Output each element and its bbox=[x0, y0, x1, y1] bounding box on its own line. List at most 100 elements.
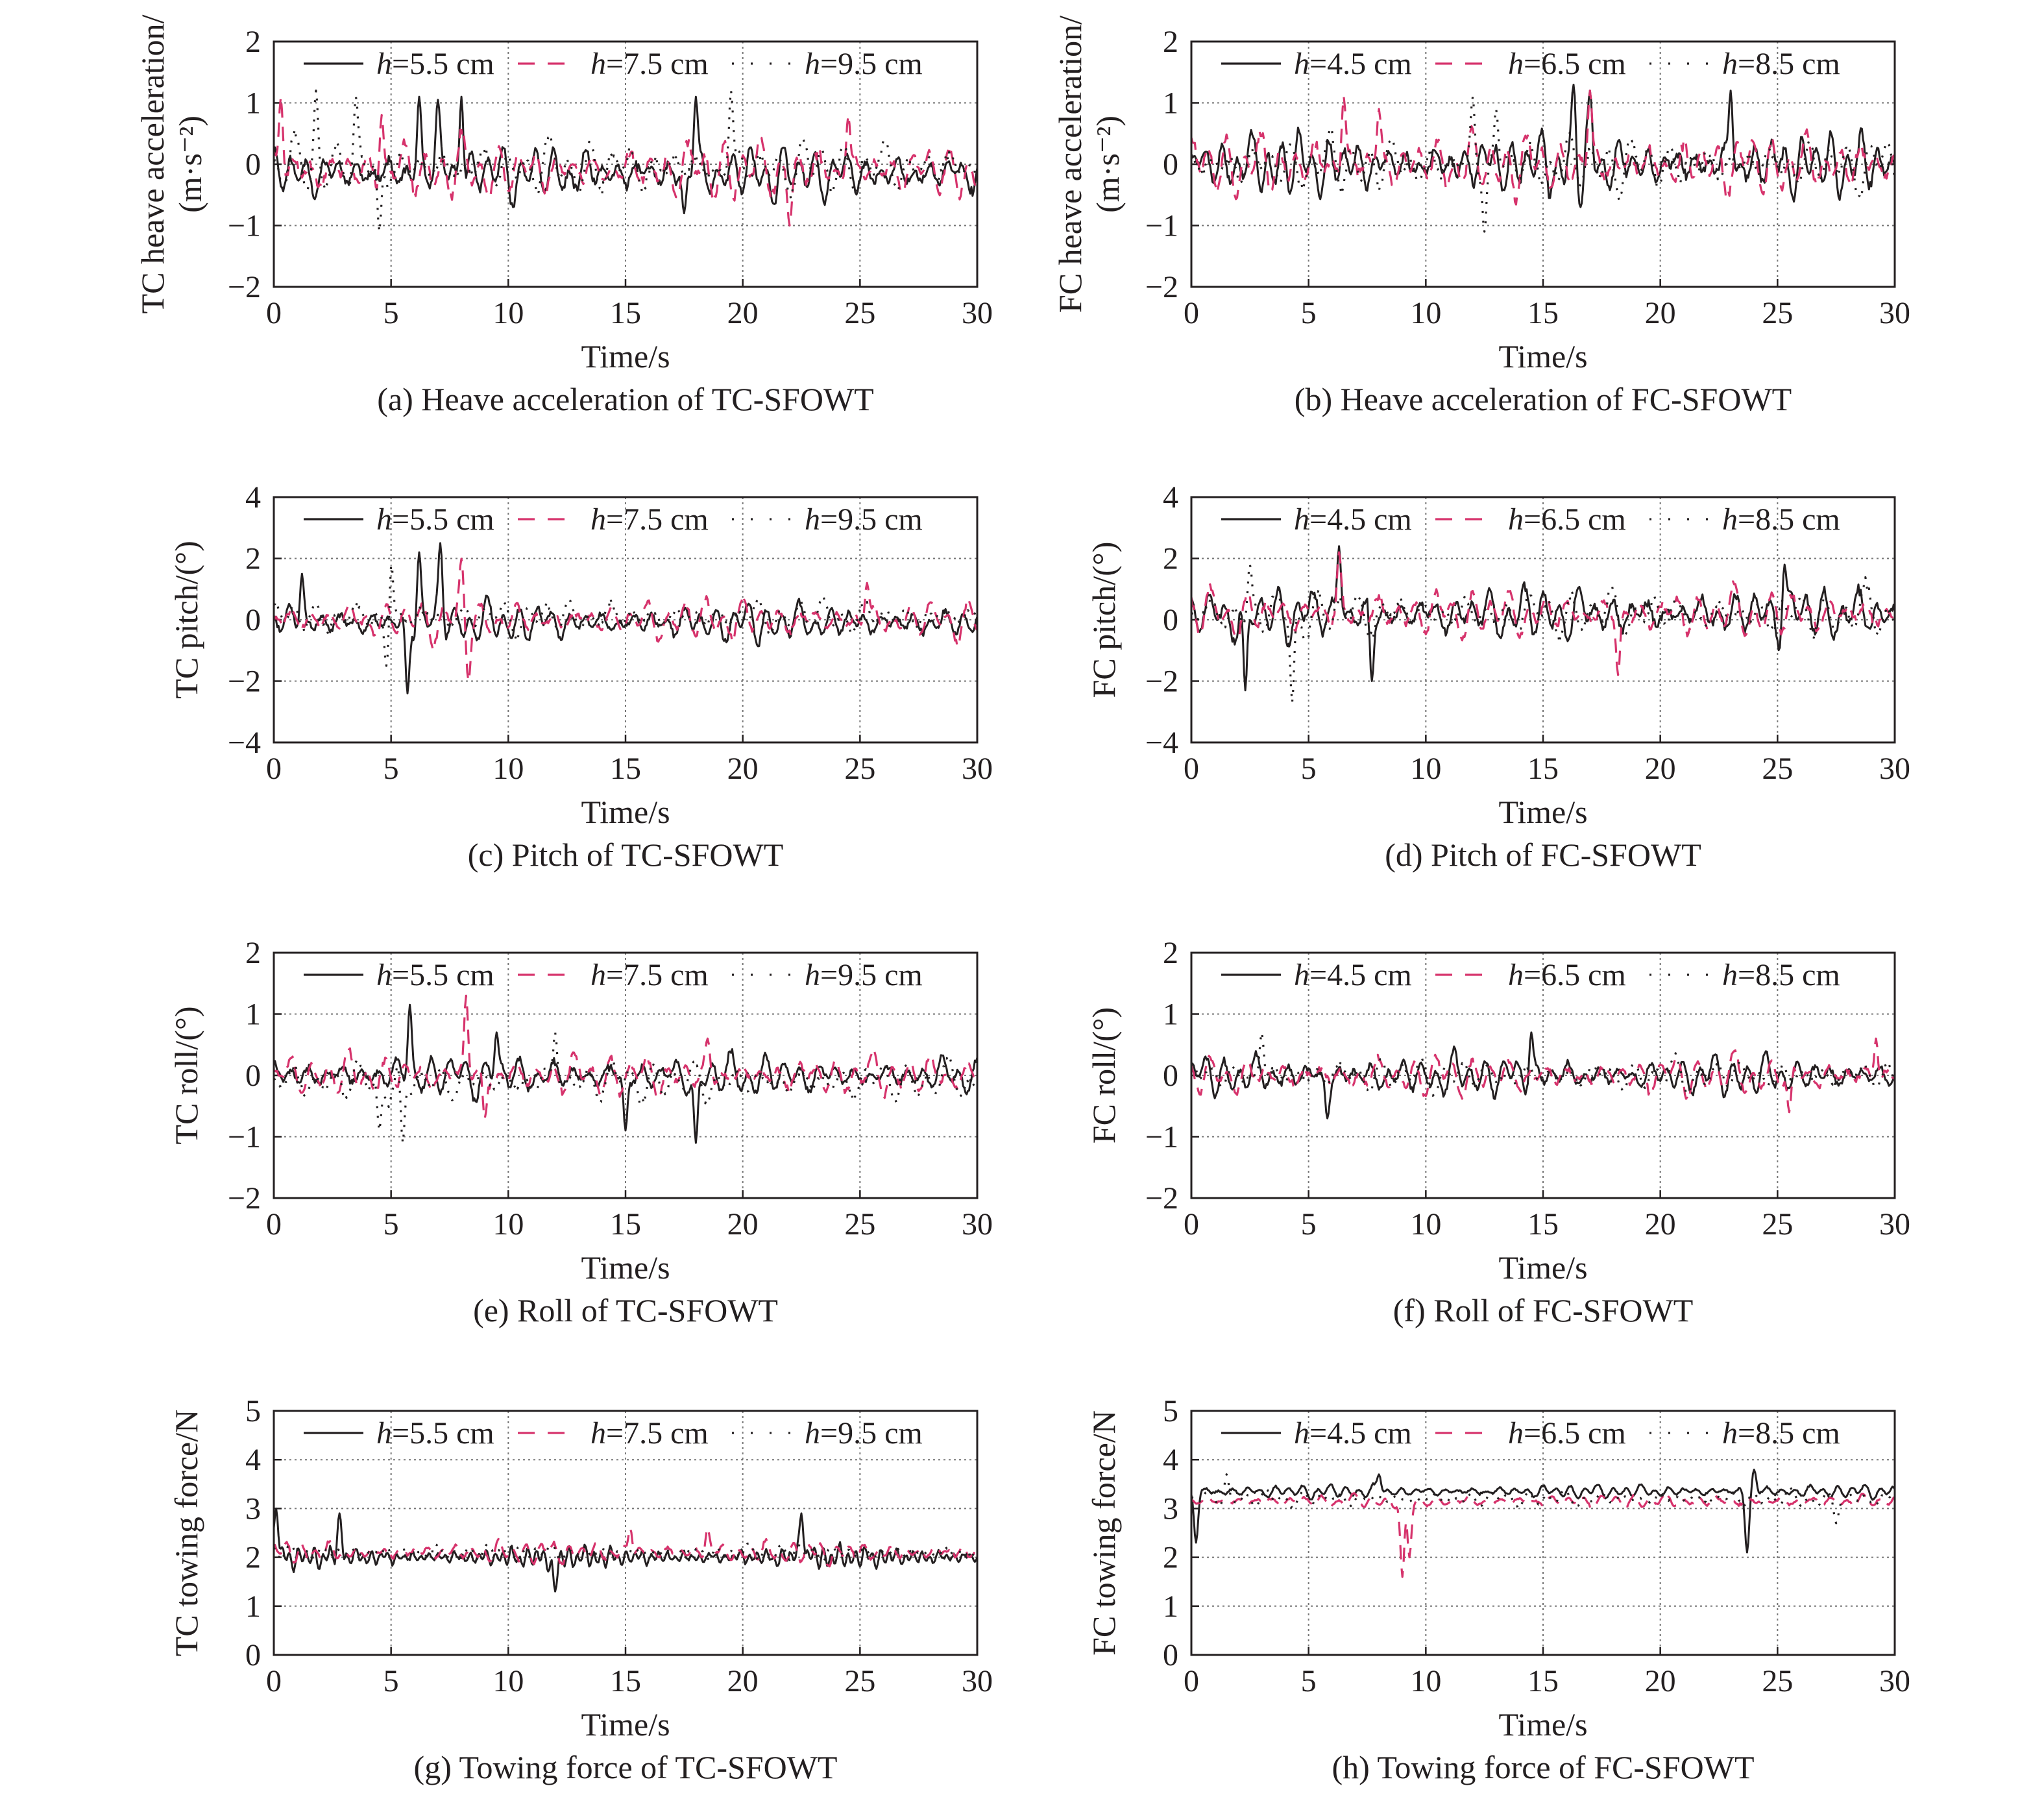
y-tick-label: 5 bbox=[245, 1394, 261, 1428]
y-tick-label: 0 bbox=[1163, 147, 1178, 182]
y-axis-label: FC pitch/(°) bbox=[1086, 542, 1122, 698]
x-tick-label: 30 bbox=[962, 296, 993, 330]
chart-panel-6: 0 5 10 15 20 25 30 −2 −1 0 1 2 h=4.5 cm h=6.5 cm h=8.5… bbox=[1086, 936, 1910, 1328]
x-axis-label: Time/s bbox=[581, 1706, 670, 1743]
series-line-2 bbox=[274, 557, 977, 683]
series-line-1 bbox=[274, 542, 977, 694]
y-tick-label: −2 bbox=[228, 270, 261, 304]
chart-panel-7: 0 5 10 15 20 25 30 0 1 2 3 4 5 h=5.5 cm h=7.5 cm h=9.5 … bbox=[168, 1394, 993, 1785]
x-tick-label: 0 bbox=[266, 1664, 282, 1698]
chart-panel-5: 0 5 10 15 20 25 30 −2 −1 0 1 2 h=5.5 cm h=7.5 cm h=9.5… bbox=[168, 936, 993, 1328]
x-tick-label: 0 bbox=[266, 1207, 282, 1242]
x-tick-label: 0 bbox=[1184, 1207, 1199, 1242]
legend-label: h=4.5 cm bbox=[1294, 958, 1412, 992]
series-line-2 bbox=[1191, 551, 1895, 676]
x-tick-label: 25 bbox=[844, 1664, 875, 1698]
x-tick-label: 25 bbox=[844, 1207, 875, 1242]
x-tick-label: 30 bbox=[1879, 1207, 1910, 1242]
x-tick-label: 15 bbox=[1527, 1664, 1559, 1698]
x-axis-label: Time/s bbox=[581, 1249, 670, 1286]
x-axis-label: Time/s bbox=[581, 338, 670, 374]
y-axis-label: TC heave acceleration/ bbox=[134, 14, 171, 313]
y-tick-label: −2 bbox=[1145, 270, 1178, 304]
y-axis-label: FC roll/(°) bbox=[1086, 1007, 1122, 1144]
x-tick-label: 30 bbox=[962, 752, 993, 786]
y-tick-label: 2 bbox=[1163, 542, 1178, 576]
x-tick-label: 15 bbox=[610, 1207, 641, 1242]
y-tick-label: 1 bbox=[1163, 1589, 1178, 1624]
legend-label: h=5.5 cm bbox=[376, 958, 494, 992]
series-line-3 bbox=[1191, 95, 1895, 233]
panel-caption: (c) Pitch of TC-SFOWT bbox=[468, 837, 784, 873]
y-tick-label: −4 bbox=[1145, 726, 1178, 760]
x-tick-label: 5 bbox=[1301, 296, 1317, 330]
x-tick-label: 15 bbox=[610, 296, 641, 330]
x-tick-label: 0 bbox=[266, 296, 282, 330]
series-line-2 bbox=[1191, 1491, 1895, 1578]
y-axis-unit: (m·s⁻²) bbox=[1089, 116, 1126, 213]
y-axis-unit: (m·s⁻²) bbox=[172, 116, 208, 213]
x-tick-label: 20 bbox=[727, 1664, 759, 1698]
series-line-2 bbox=[274, 1526, 977, 1568]
plot-frame bbox=[1190, 1410, 1896, 1656]
x-tick-label: 15 bbox=[610, 752, 641, 786]
x-tick-label: 25 bbox=[1762, 752, 1793, 786]
x-tick-label: 20 bbox=[1645, 296, 1676, 330]
x-axis-label: Time/s bbox=[1498, 338, 1587, 374]
chart-panel-2: 0 5 10 15 20 25 30 −2 −1 0 1 2 h=4.5 cm h=6.5 cm h=8.5… bbox=[1052, 16, 1910, 417]
legend-label: h=4.5 cm bbox=[1294, 1416, 1412, 1450]
x-tick-label: 20 bbox=[727, 296, 759, 330]
x-axis-label: Time/s bbox=[1498, 1249, 1587, 1286]
y-tick-label: 0 bbox=[245, 603, 261, 637]
x-tick-label: 10 bbox=[493, 1207, 524, 1242]
legend-label: h=6.5 cm bbox=[1508, 502, 1626, 537]
y-tick-label: −2 bbox=[1145, 665, 1178, 699]
legend-label: h=9.5 cm bbox=[805, 502, 923, 537]
legend-label: h=6.5 cm bbox=[1508, 1416, 1626, 1450]
y-tick-label: 4 bbox=[245, 480, 261, 515]
legend-label: h=9.5 cm bbox=[805, 958, 923, 992]
legend-label: h=7.5 cm bbox=[590, 1416, 709, 1450]
y-tick-label: 3 bbox=[245, 1491, 261, 1526]
x-tick-label: 30 bbox=[1879, 296, 1910, 330]
x-tick-label: 0 bbox=[1184, 752, 1199, 786]
x-tick-label: 5 bbox=[1301, 752, 1317, 786]
chart-panel-8: 0 5 10 15 20 25 30 0 1 2 3 4 5 h=4.5 cm h=6.5 cm h=8.5 … bbox=[1086, 1394, 1910, 1785]
legend-label: h=4.5 cm bbox=[1294, 502, 1412, 537]
plot-frame bbox=[273, 951, 979, 1199]
y-tick-label: −1 bbox=[228, 209, 261, 243]
x-tick-label: 20 bbox=[727, 1207, 759, 1242]
legend-label: h=8.5 cm bbox=[1722, 502, 1840, 537]
y-tick-label: 2 bbox=[245, 936, 261, 970]
x-tick-label: 10 bbox=[493, 296, 524, 330]
y-tick-label: 4 bbox=[245, 1443, 261, 1477]
x-tick-label: 15 bbox=[1527, 296, 1559, 330]
y-tick-label: 1 bbox=[245, 1589, 261, 1624]
series-line-2 bbox=[274, 95, 977, 227]
x-tick-label: 30 bbox=[1879, 1664, 1910, 1698]
plot-frame bbox=[273, 40, 979, 288]
x-tick-label: 20 bbox=[1645, 1207, 1676, 1242]
x-tick-label: 5 bbox=[383, 1664, 399, 1698]
x-tick-label: 25 bbox=[1762, 1207, 1793, 1242]
y-tick-label: 5 bbox=[1163, 1394, 1178, 1428]
chart-panel-3: 0 5 10 15 20 25 30 −4 −2 0 2 4 h=5.5 cm h=7.5 cm h=9.5… bbox=[168, 480, 993, 873]
legend-label: h=5.5 cm bbox=[376, 47, 494, 81]
x-tick-label: 30 bbox=[962, 1207, 993, 1242]
y-tick-label: 4 bbox=[1163, 1443, 1178, 1477]
y-axis-label: TC pitch/(°) bbox=[168, 541, 204, 699]
y-tick-label: 0 bbox=[1163, 603, 1178, 637]
y-axis-label: FC towing force/N bbox=[1086, 1410, 1122, 1656]
y-tick-label: −2 bbox=[228, 665, 261, 699]
x-tick-label: 20 bbox=[727, 752, 759, 786]
x-tick-label: 10 bbox=[493, 1664, 524, 1698]
plot-frame bbox=[1190, 496, 1896, 744]
y-axis-label: FC heave acceleration/ bbox=[1052, 16, 1088, 313]
y-tick-label: 3 bbox=[1163, 1491, 1178, 1526]
legend-label: h=8.5 cm bbox=[1722, 1416, 1840, 1450]
y-tick-label: 2 bbox=[1163, 1541, 1178, 1575]
legend-label: h=6.5 cm bbox=[1508, 47, 1626, 81]
legend-label: h=6.5 cm bbox=[1508, 958, 1626, 992]
x-axis-label: Time/s bbox=[1498, 1706, 1587, 1743]
